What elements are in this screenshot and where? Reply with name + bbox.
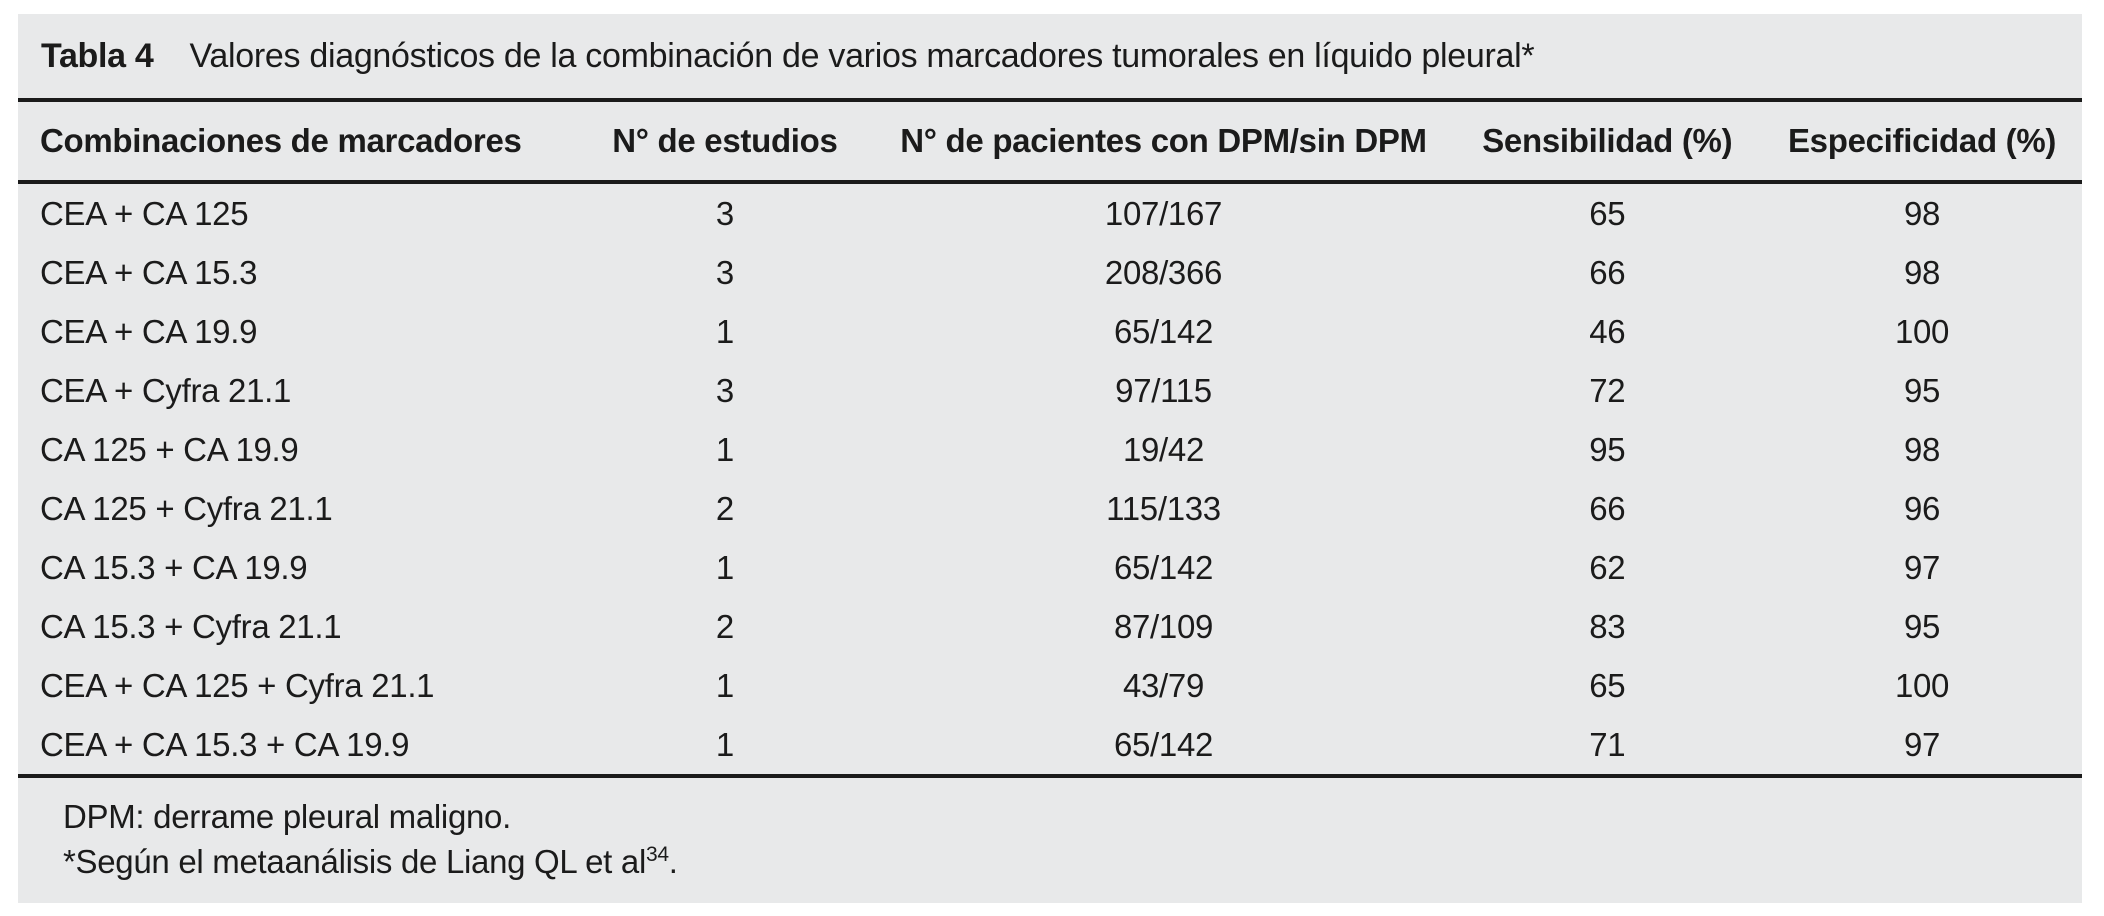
cell-specificity: 96 bbox=[1903, 489, 1941, 527]
column-header-studies: N° de estudios bbox=[575, 102, 875, 184]
column-header-specificity: Especificidad (%) bbox=[1762, 102, 2082, 184]
cell-combination: CEA + CA 15.3 bbox=[40, 253, 258, 291]
table-body: CEA + CA 125 3 107/167 65 98 CEA + CA 15… bbox=[18, 182, 2082, 774]
header-row: Combinaciones de marcadores N° de estudi… bbox=[18, 102, 2082, 184]
table-caption: Tabla 4 Valores diagnósticos de la combi… bbox=[18, 14, 2082, 98]
cell-specificity: 98 bbox=[1903, 253, 1941, 291]
cell-patients: 87/109 bbox=[1113, 607, 1214, 645]
cell-sensitivity: 66 bbox=[1589, 489, 1626, 527]
table-title: Valores diagnósticos de la combinación d… bbox=[189, 36, 1535, 75]
cell-studies: 1 bbox=[715, 666, 734, 704]
cell-patients: 107/167 bbox=[1104, 194, 1223, 232]
cell-patients: 65/142 bbox=[1113, 548, 1214, 586]
footnotes: DPM: derrame pleural maligno. *Según el … bbox=[18, 778, 2082, 903]
cell-combination: CA 125 + Cyfra 21.1 bbox=[40, 489, 333, 527]
cell-specificity: 97 bbox=[1903, 725, 1941, 763]
cell-studies: 3 bbox=[715, 253, 734, 291]
cell-combination: CA 125 + CA 19.9 bbox=[40, 430, 299, 468]
cell-sensitivity: 46 bbox=[1589, 312, 1626, 350]
footnote-reference-number: 34 bbox=[646, 843, 669, 866]
cell-studies: 2 bbox=[715, 607, 734, 645]
cell-sensitivity: 83 bbox=[1589, 607, 1626, 645]
cell-specificity: 98 bbox=[1903, 194, 1941, 232]
cell-sensitivity: 66 bbox=[1589, 253, 1626, 291]
cell-patients: 19/42 bbox=[1122, 430, 1205, 468]
rule-below-title bbox=[18, 98, 2082, 102]
cell-patients: 97/115 bbox=[1115, 371, 1212, 409]
footnote-source: *Según el metaanálisis de Liang QL et al… bbox=[63, 843, 678, 880]
cell-specificity: 97 bbox=[1903, 548, 1941, 586]
cell-specificity: 100 bbox=[1894, 312, 1950, 350]
table-row: CA 15.3 + Cyfra 21.1 2 87/109 83 95 bbox=[18, 597, 2082, 656]
table-row: CEA + CA 125 3 107/167 65 98 bbox=[18, 182, 2082, 243]
rule-above-footnotes bbox=[18, 774, 2082, 778]
data-table: Combinaciones de marcadores N° de estudi… bbox=[18, 102, 2082, 774]
cell-combination: CEA + CA 19.9 bbox=[40, 312, 258, 350]
cell-combination: CEA + CA 125 bbox=[40, 194, 249, 232]
column-header-sensitivity: Sensibilidad (%) bbox=[1452, 102, 1763, 184]
column-header-combinations: Combinaciones de marcadores bbox=[18, 102, 576, 184]
cell-studies: 2 bbox=[715, 489, 734, 527]
column-header-patients: N° de pacientes con DPM/sin DPM bbox=[874, 102, 1453, 184]
cell-studies: 1 bbox=[715, 430, 734, 468]
cell-studies: 1 bbox=[715, 312, 734, 350]
cell-combination: CEA + CA 15.3 + CA 19.9 bbox=[40, 725, 410, 763]
table-row: CEA + CA 15.3 3 208/366 66 98 bbox=[18, 243, 2082, 302]
cell-patients: 65/142 bbox=[1113, 725, 1214, 763]
cell-sensitivity: 65 bbox=[1589, 666, 1626, 704]
cell-specificity: 95 bbox=[1903, 371, 1941, 409]
cell-sensitivity: 72 bbox=[1589, 371, 1626, 409]
cell-combination: CA 15.3 + CA 19.9 bbox=[40, 548, 308, 586]
cell-combination: CEA + Cyfra 21.1 bbox=[40, 371, 292, 409]
table-row: CA 125 + CA 19.9 1 19/42 95 98 bbox=[18, 420, 2082, 479]
cell-studies: 3 bbox=[715, 371, 734, 409]
cell-sensitivity: 71 bbox=[1589, 725, 1626, 763]
cell-sensitivity: 65 bbox=[1589, 194, 1626, 232]
cell-sensitivity: 95 bbox=[1589, 430, 1626, 468]
cell-patients: 208/366 bbox=[1104, 253, 1223, 291]
footnote-dpm: DPM: derrame pleural maligno. bbox=[63, 798, 511, 835]
table-header: Combinaciones de marcadores N° de estudi… bbox=[18, 102, 2082, 184]
cell-combination: CEA + CA 125 + Cyfra 21.1 bbox=[40, 666, 435, 704]
table-row: CA 15.3 + CA 19.9 1 65/142 62 97 bbox=[18, 538, 2082, 597]
cell-specificity: 95 bbox=[1903, 607, 1941, 645]
cell-specificity: 100 bbox=[1894, 666, 1950, 704]
cell-studies: 3 bbox=[715, 194, 734, 232]
table-row: CEA + CA 19.9 1 65/142 46 100 bbox=[18, 302, 2082, 361]
cell-sensitivity: 62 bbox=[1589, 548, 1626, 586]
table-row: CA 125 + Cyfra 21.1 2 115/133 66 96 bbox=[18, 479, 2082, 538]
cell-patients: 65/142 bbox=[1113, 312, 1214, 350]
cell-studies: 1 bbox=[715, 725, 734, 763]
cell-patients: 115/133 bbox=[1106, 489, 1221, 527]
cell-combination: CA 15.3 + Cyfra 21.1 bbox=[40, 607, 342, 645]
table-row: CEA + Cyfra 21.1 3 97/115 72 95 bbox=[18, 361, 2082, 420]
table-row: CEA + CA 125 + Cyfra 21.1 1 43/79 65 100 bbox=[18, 656, 2082, 715]
table-label: Tabla 4 bbox=[41, 36, 154, 75]
cell-patients: 43/79 bbox=[1122, 666, 1205, 704]
table-panel: Tabla 4 Valores diagnósticos de la combi… bbox=[18, 14, 2082, 903]
cell-specificity: 98 bbox=[1903, 430, 1941, 468]
cell-studies: 1 bbox=[715, 548, 734, 586]
table-row: CEA + CA 15.3 + CA 19.9 1 65/142 71 97 bbox=[18, 715, 2082, 774]
